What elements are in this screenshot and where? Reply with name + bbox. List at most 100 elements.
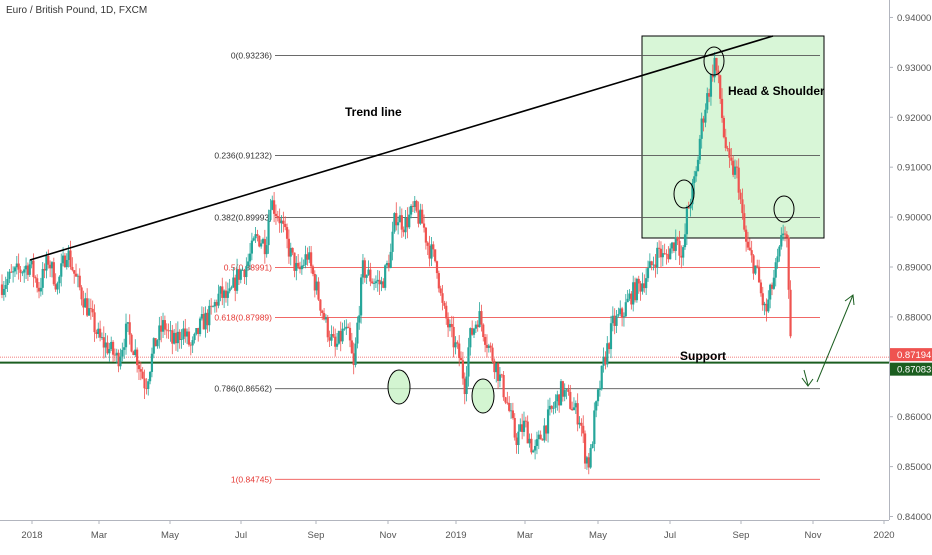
candle-body <box>398 215 402 223</box>
candle-body <box>106 342 109 354</box>
candle-body <box>432 244 435 250</box>
candle-body <box>226 291 229 298</box>
up-arrow-shaft <box>816 294 854 383</box>
candle-body <box>186 331 189 337</box>
candle-body <box>583 433 587 464</box>
candle-body <box>641 283 644 292</box>
candle-body <box>495 363 498 373</box>
candle-body <box>306 254 309 260</box>
candle-body <box>161 320 165 332</box>
candle-body <box>680 255 683 258</box>
candle-body <box>115 352 118 356</box>
candle-body <box>620 308 624 318</box>
candle-body <box>602 356 605 366</box>
candle-body <box>458 343 461 359</box>
candle-body <box>126 322 129 324</box>
candle-body <box>706 93 709 110</box>
candle-body <box>539 434 542 440</box>
candle-body <box>21 272 24 274</box>
candle-body <box>182 328 185 340</box>
candle-body <box>430 244 433 259</box>
candle-body <box>767 299 770 312</box>
candle-body <box>502 375 505 398</box>
candle-body <box>221 286 224 298</box>
candle-body <box>646 268 650 279</box>
candle-body <box>717 70 720 76</box>
candle-body <box>787 237 790 290</box>
candle-body <box>39 287 42 292</box>
y-tick-label: 0.85000 <box>897 462 931 473</box>
candle-body <box>380 281 383 285</box>
candle-body <box>711 74 714 78</box>
candle-body <box>361 260 365 278</box>
candle-body <box>50 262 54 269</box>
y-tick-label: 0.89000 <box>897 262 931 273</box>
candle-body <box>665 253 668 255</box>
candle-body <box>454 342 457 348</box>
price-label-badge <box>890 348 932 362</box>
candle-body <box>769 284 772 300</box>
candle-body <box>446 318 450 328</box>
candle-body <box>606 343 609 365</box>
candle-body <box>759 282 763 294</box>
candle-body <box>289 247 292 257</box>
candle-body <box>687 207 690 209</box>
candle-body <box>4 284 7 289</box>
candle-body <box>685 207 688 235</box>
candle-body <box>167 330 170 332</box>
candle-body <box>676 237 679 241</box>
candle-body <box>533 445 537 451</box>
chart-title: Euro / British Pound, 1D, FXCM <box>6 5 148 16</box>
candle-body <box>461 360 465 379</box>
candle-body <box>295 262 298 271</box>
candle-body <box>178 331 181 340</box>
candle-body <box>465 376 468 395</box>
candle-body <box>369 269 372 282</box>
candle-body <box>315 281 318 291</box>
candle-body <box>276 215 279 219</box>
candle-body <box>385 262 389 266</box>
candle-body <box>310 252 313 267</box>
candle-body <box>302 264 305 266</box>
candle-body <box>484 337 487 345</box>
candle-body <box>667 254 670 260</box>
candle-body <box>476 324 479 328</box>
candle-body <box>132 351 135 356</box>
candle-body <box>715 57 718 71</box>
candle-body <box>587 457 590 468</box>
candle-body <box>565 389 568 391</box>
x-tick-label: Sep <box>733 530 750 541</box>
candle-body <box>350 340 353 354</box>
candle-body <box>741 199 744 214</box>
candle-body <box>598 389 601 390</box>
y-tick-label: 0.91000 <box>897 163 931 174</box>
candle-body <box>121 349 124 357</box>
candle-body <box>36 278 39 288</box>
candle-body <box>576 403 579 425</box>
x-tick-label: Mar <box>517 530 533 541</box>
candle-body <box>728 148 731 158</box>
candle-body <box>702 118 705 123</box>
y-tick-label: 0.94000 <box>897 13 931 24</box>
candle-body <box>265 245 268 255</box>
candle-body <box>508 403 511 411</box>
candle-body <box>513 417 516 438</box>
candle-body <box>496 363 500 381</box>
x-tick-label: Jul <box>235 530 247 541</box>
candle-body <box>395 213 398 226</box>
x-tick-label: Jul <box>664 530 676 541</box>
candle-body <box>78 275 81 288</box>
candle-body <box>235 269 239 291</box>
candle-body <box>189 344 192 346</box>
candle-body <box>643 283 646 289</box>
candle-body <box>45 255 48 271</box>
candle-body <box>450 323 453 327</box>
candle-body <box>748 247 751 251</box>
candle-body <box>124 323 128 348</box>
candle-body <box>622 316 626 318</box>
candle-body <box>13 267 17 272</box>
candle-body <box>378 279 381 285</box>
candle-body <box>770 284 774 289</box>
candle-body <box>293 252 296 271</box>
candle-body <box>300 265 303 270</box>
